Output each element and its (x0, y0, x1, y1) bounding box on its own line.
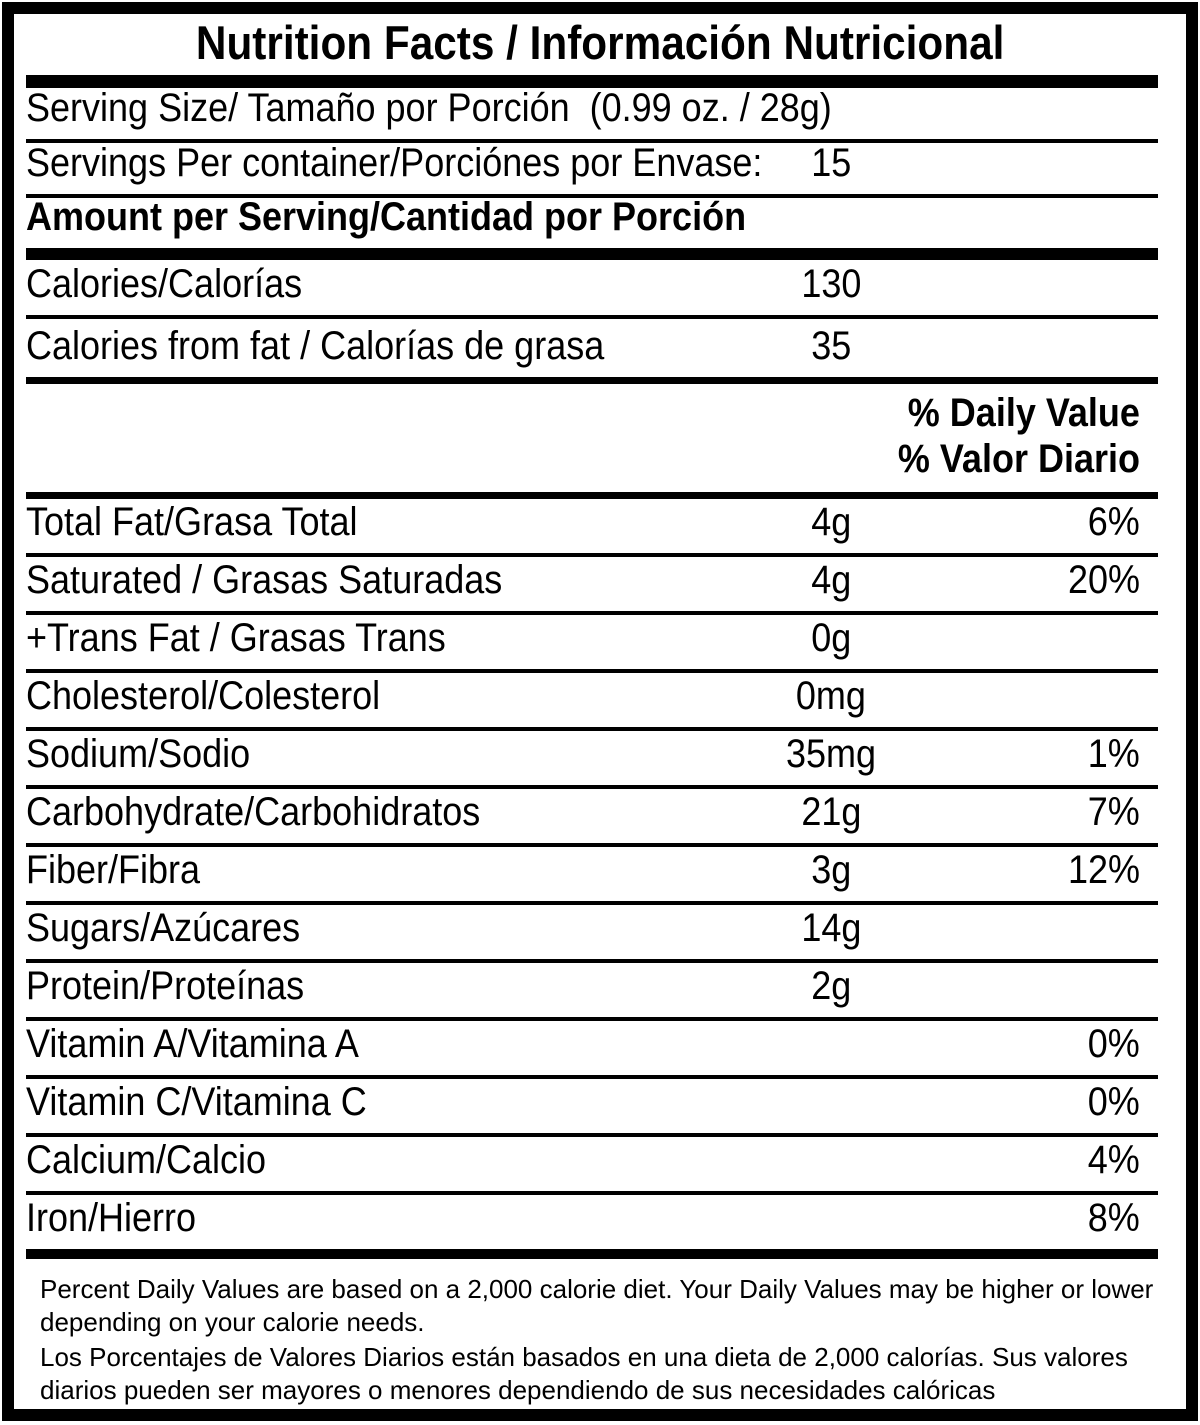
divider-thin (26, 194, 1158, 198)
nutrient-row-sodium: Sodium/Sodio 35mg 1% (26, 731, 1174, 785)
nutrient-dv: 4% (1087, 1138, 1140, 1182)
divider-thin (26, 1191, 1158, 1195)
nutrient-label: Cholesterol/Colesterol (26, 674, 381, 718)
divider-medium (26, 492, 1158, 499)
divider-thin (26, 785, 1158, 789)
divider-thick-under-title (26, 75, 1158, 88)
nutrient-label: Sugars/Azúcares (26, 906, 301, 950)
calories-value: 130 (800, 262, 862, 306)
calories-from-fat-value: 35 (810, 324, 852, 368)
nutrient-amount: 2g (810, 964, 852, 1008)
calories-from-fat-row: Calories from fat / Calorías de grasa 35 (26, 319, 1174, 377)
serving-size-label: Serving Size/ Tamaño por Porción (0.99 o… (26, 86, 832, 130)
nutrient-label: Fiber/Fibra (26, 848, 201, 892)
nutrient-amount: 35mg (785, 732, 877, 776)
nutrient-label: Carbohydrate/Carbohidratos (26, 790, 481, 834)
nutrient-row-protein: Protein/Proteínas 2g (26, 963, 1174, 1017)
serving-size-row: Serving Size/ Tamaño por Porción (0.99 o… (26, 86, 1174, 139)
nutrient-row-calcium: Calcium/Calcio 4% (26, 1137, 1174, 1191)
nutrient-dv: 0% (1087, 1022, 1140, 1066)
nutrient-row-trans-fat: +Trans Fat / Grasas Trans 0g (26, 615, 1174, 669)
nutrient-dv: 12% (1067, 848, 1140, 892)
nutrient-row-iron: Iron/Hierro 8% (26, 1195, 1174, 1249)
footnote-en: Percent Daily Values are based on a 2,00… (40, 1274, 1154, 1337)
footnote-es: Los Porcentajes de Valores Diarios están… (40, 1342, 1128, 1405)
nutrient-amount: 0g (810, 616, 852, 660)
nutrient-row-carbohydrate: Carbohydrate/Carbohidratos 21g 7% (26, 789, 1174, 843)
daily-value-header-es: % Valor Diario (897, 436, 1140, 481)
nutrient-dv: 1% (1087, 732, 1140, 776)
amount-per-serving-text: Amount per Serving/Cantidad por Porción (26, 195, 747, 239)
divider-thick-above-footnote (26, 1249, 1158, 1259)
footnote: Percent Daily Values are based on a 2,00… (26, 1259, 1174, 1409)
divider-thin (26, 901, 1158, 905)
nutrient-amount: 21g (800, 790, 862, 834)
nutrient-row-saturated-fat: Saturated / Grasas Saturadas 4g 20% (26, 557, 1174, 611)
nutrient-dv: 8% (1087, 1196, 1140, 1240)
calories-row: Calories/Calorías 130 (26, 260, 1174, 315)
nutrient-label: Total Fat/Grasa Total (26, 500, 358, 544)
calories-from-fat-label: Calories from fat / Calorías de grasa (26, 324, 605, 368)
nutrient-amount: 14g (800, 906, 862, 950)
servings-per-container-label: Servings Per container/Porciónes por Env… (26, 141, 763, 185)
nutrient-label: Iron/Hierro (26, 1196, 197, 1240)
nutrient-amount: 0mg (795, 674, 867, 718)
divider-thin (26, 553, 1158, 557)
nutrient-row-sugars: Sugars/Azúcares 14g (26, 905, 1174, 959)
nutrient-label: Vitamin A/Vitamina A (26, 1022, 359, 1066)
divider-thin (26, 1133, 1158, 1137)
divider-thin (26, 139, 1158, 143)
nutrient-label: Protein/Proteínas (26, 964, 305, 1008)
daily-value-header: % Daily Value % Valor Diario (26, 384, 1174, 492)
nutrient-row-total-fat: Total Fat/Grasa Total 4g 6% (26, 499, 1174, 553)
nutrient-label: Calcium/Calcio (26, 1138, 267, 1182)
nutrient-row-vitamin-a: Vitamin A/Vitamina A 0% (26, 1021, 1174, 1075)
label-title-text: Nutrition Facts / Información Nutriciona… (195, 16, 1005, 69)
nutrient-amount: 3g (810, 848, 852, 892)
divider-thin (26, 1017, 1158, 1021)
nutrient-dv: 0% (1087, 1080, 1140, 1124)
nutrient-label: Sodium/Sodio (26, 732, 251, 776)
label-title: Nutrition Facts / Información Nutriciona… (26, 14, 1174, 75)
nutrient-row-vitamin-c: Vitamin C/Vitamina C 0% (26, 1079, 1174, 1133)
divider-medium (26, 377, 1158, 384)
calories-label: Calories/Calorías (26, 262, 303, 306)
servings-per-container-value: 15 (810, 141, 852, 185)
nutrient-label: Vitamin C/Vitamina C (26, 1080, 367, 1124)
nutrient-row-cholesterol: Cholesterol/Colesterol 0mg (26, 673, 1174, 727)
divider-thick (26, 248, 1158, 260)
nutrient-dv: 20% (1067, 558, 1140, 602)
nutrient-row-fiber: Fiber/Fibra 3g 12% (26, 847, 1174, 901)
divider-thin (26, 959, 1158, 963)
nutrient-amount: 4g (810, 558, 852, 602)
divider-thin (26, 1075, 1158, 1079)
nutrient-dv: 6% (1087, 500, 1140, 544)
nutrient-dv: 7% (1087, 790, 1140, 834)
daily-value-header-en: % Daily Value (907, 390, 1140, 435)
servings-per-container-row: Servings Per container/Porciónes por Env… (26, 141, 1174, 194)
nutrient-amount: 4g (810, 500, 852, 544)
nutrient-label: Saturated / Grasas Saturadas (26, 558, 503, 602)
divider-thin (26, 843, 1158, 847)
divider-thin (26, 315, 1158, 319)
divider-thin (26, 669, 1158, 673)
nutrient-label: +Trans Fat / Grasas Trans (26, 616, 446, 660)
divider-thin (26, 727, 1158, 731)
divider-thin (26, 611, 1158, 615)
amount-per-serving-header: Amount per Serving/Cantidad por Porción (26, 195, 1174, 248)
